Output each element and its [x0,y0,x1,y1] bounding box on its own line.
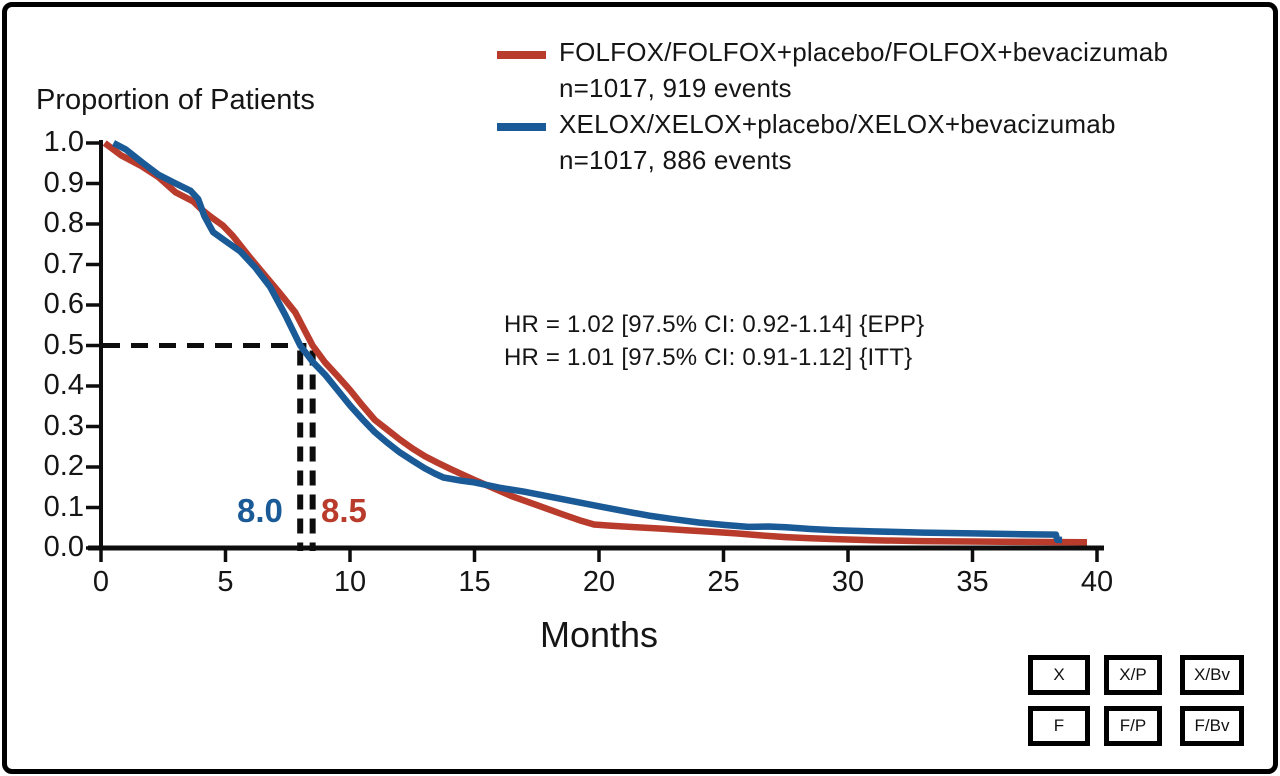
hr-annotation-itt: HR = 1.01 [97.5% CI: 0.91-1.12] {ITT} [504,344,913,371]
y-tick-label: 0.9 [43,166,84,199]
x-tick-label: 30 [831,566,865,598]
y-tick-label: 0.0 [43,531,84,563]
legend-sublabel-xelox: n=1017, 886 events [559,145,792,175]
median-label-xelox: 8.0 [237,492,283,529]
x-axis-title: Months [539,614,659,655]
y-tick-label: 0.8 [43,207,84,239]
x-tick-label: 5 [217,566,234,598]
y-tick-label: 0.5 [43,328,84,361]
survival-curve-xelox [111,140,1063,544]
y-tick-label: 0.6 [43,288,84,320]
y-tick-label: 0.7 [43,247,84,280]
y-tick-label: 1.0 [43,126,84,158]
survival-curve-folfox [102,140,1088,546]
x-tick-label: 40 [1080,566,1114,598]
legend-swatch-xelox [497,123,546,131]
y-tick-label: 0.1 [43,490,84,523]
y-tick-label: 0.2 [43,450,84,482]
x-tick-label: 35 [956,566,989,598]
treatment-box-fbv: F/Bv [1180,706,1244,746]
y-tick-label: 0.3 [43,409,84,442]
treatment-box-fp: F/P [1104,706,1162,746]
median-label-folfox: 8.5 [321,492,367,529]
legend-swatch-folfox [497,51,546,59]
legend-sublabel-folfox: n=1017, 919 events [559,73,792,103]
legend-label-xelox: XELOX/XELOX+placebo/XELOX+bevacizumab [559,109,1116,139]
treatment-box-x: X [1028,655,1090,695]
x-tick-label: 20 [582,566,616,598]
treatment-box-xp: X/P [1104,655,1162,695]
x-tick-label: 10 [333,566,367,598]
treatment-box-f: F [1028,706,1090,746]
y-tick-label: 0.4 [43,369,84,401]
x-tick-label: 0 [92,566,110,598]
x-tick-label: 25 [707,566,740,598]
hr-annotation-epp: HR = 1.02 [97.5% CI: 0.92-1.14] {EPP} [504,311,925,338]
x-tick-label: 15 [458,566,491,598]
y-axis-title: Proportion of Patients [36,84,315,116]
legend-label-folfox: FOLFOX/FOLFOX+placebo/FOLFOX+bevacizumab [559,37,1169,67]
treatment-box-xbv: X/Bv [1180,655,1244,695]
